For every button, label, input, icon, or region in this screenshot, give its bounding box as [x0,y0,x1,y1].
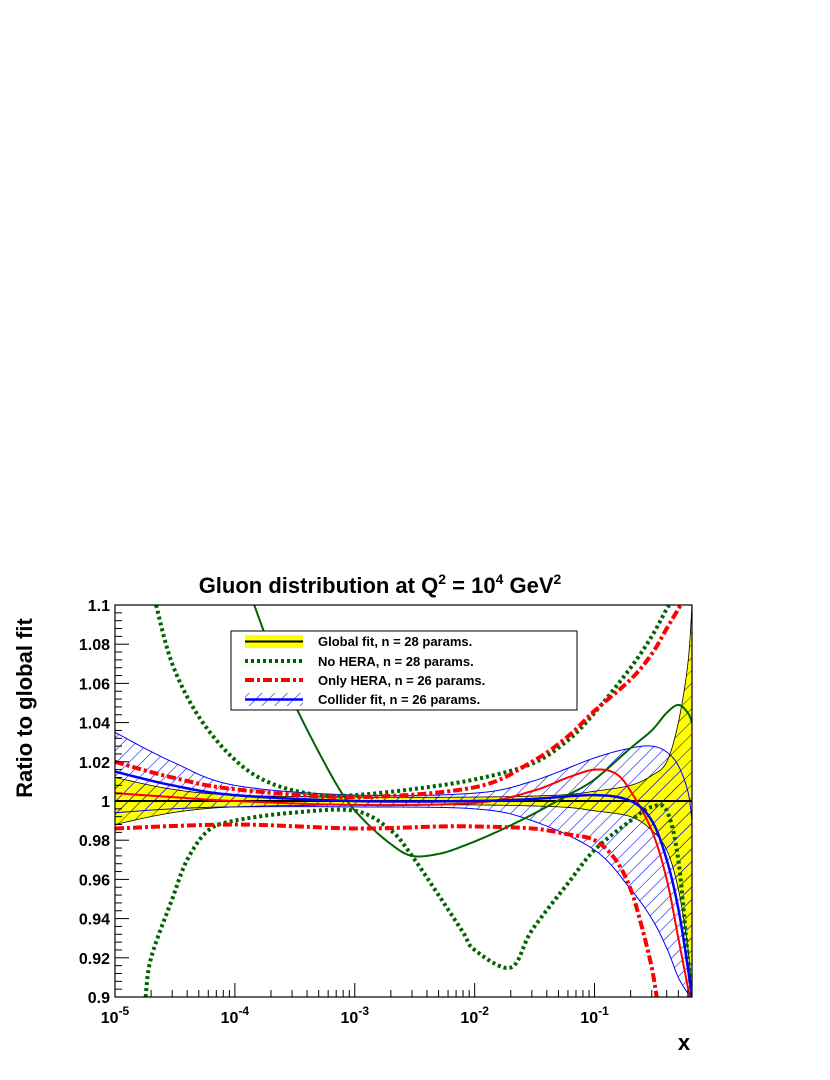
legend-label-only-hera: Only HERA, n = 26 params. [318,673,485,688]
collider-fit-band [115,732,692,997]
legend: Global fit, n = 28 params. No HERA, n = … [230,630,578,711]
y-tick-label: 1 [101,794,110,811]
title-sup-2: 4 [496,571,504,587]
y-tick-label: 1.06 [79,676,110,693]
x-tick-label: 10-5 [101,1004,130,1027]
x-tick-label: 10-1 [580,1004,609,1027]
y-tick-label: 1.08 [79,637,110,654]
y-tick-label: 0.96 [79,872,110,889]
legend-entry-no-hera: No HERA, n = 28 params. [245,654,474,669]
title-sup-3: 2 [554,571,562,587]
legend-entry-global: Global fit, n = 28 params. [245,634,472,649]
y-tick-label: 0.94 [79,912,110,929]
y-tick-label: 1.02 [79,755,110,772]
no-hera-lower [143,802,692,997]
y-tick-label: 0.9 [88,990,110,1007]
legend-label-no-hera: No HERA, n = 28 params. [318,654,474,669]
collider-fit-upper [115,731,692,821]
plot-clip-group [115,605,692,997]
axes: 0.9 0.92 0.94 0.96 0.98 1 1.02 1.04 1.06 1.08 1.1 1… [79,598,693,1027]
y-tick-label: 1.04 [79,716,110,733]
x-tick-label: 10-4 [221,1004,250,1027]
title-base: Gluon distribution at Q [199,573,439,598]
y-tick-label: 0.92 [79,951,110,968]
plot-area [115,605,692,997]
legend-entry-collider: Collider fit, n = 26 params. [245,692,480,707]
no-hera-central [253,605,692,858]
title-sup-1: 2 [438,571,446,587]
legend-entry-only-hera: Only HERA, n = 26 params. [245,673,485,688]
chart-title: Gluon distribution at Q2 = 104 GeV2 [199,571,562,598]
title-mid: = 10 [446,573,496,598]
collider-fit-central [115,770,692,997]
x-tick-label: 10-2 [460,1004,489,1027]
only-hera-central [115,768,691,997]
y-tick-label: 0.98 [79,833,110,850]
y-axis-label: Ratio to global fit [12,618,37,798]
legend-label-global: Global fit, n = 28 params. [318,634,472,649]
title-mid-2: GeV [503,573,553,598]
only-hera-upper [115,605,683,800]
only-hera-lower [115,822,659,997]
x-tick-label: 10-3 [341,1004,370,1027]
y-tick-label: 1.1 [88,598,110,615]
legend-label-collider: Collider fit, n = 26 params. [318,692,480,707]
x-axis-label: x [678,1030,691,1055]
